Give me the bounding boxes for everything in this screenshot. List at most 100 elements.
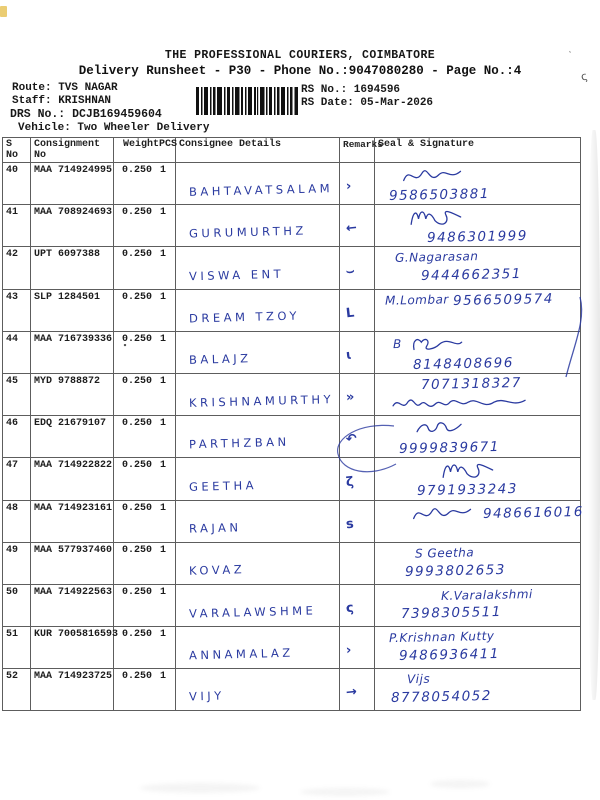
signature-phone: 7398305511 — [400, 603, 503, 622]
rs-no-field: RS No.: 1694596 — [301, 84, 401, 96]
signature-scribble — [410, 211, 462, 226]
row-sno: 46 — [6, 418, 19, 430]
signature-name: B — [392, 336, 402, 351]
row-weight: 0.250 — [122, 375, 153, 387]
row-consignee-handwritten: KOVAZ — [188, 562, 246, 578]
table-header-row: S No Consignment No Weight PCS Consignee … — [2, 137, 581, 163]
seal-line — [385, 393, 583, 415]
row-pcs: 1 — [159, 671, 166, 683]
row-remark-handwritten: › — [345, 643, 353, 659]
row-seal-signature: 9791933243 — [383, 459, 583, 499]
signature-scribble — [442, 464, 494, 479]
row-sno: 49 — [6, 544, 19, 556]
row-seal-signature: Vijs 8778054052 — [383, 670, 583, 706]
row-remark-handwritten: ↶ — [345, 431, 358, 448]
row-consignment: EDQ 21679107 — [34, 418, 107, 430]
seal-line: 8778054052 — [391, 688, 583, 706]
signature-phone: 9791933243 — [416, 481, 519, 500]
row-pcs: 1 — [159, 207, 166, 219]
runsheet-row: 46 EDQ 21679107 0.250 1 PARTHZBAN ↶ 99998… — [2, 415, 583, 459]
seal-line: 9486936411 — [399, 646, 583, 664]
corner-yellow-mark — [0, 6, 7, 17]
row-consignment: MAA 577937460 — [34, 544, 113, 556]
staff-field: Staff: KRISHNAN — [12, 95, 112, 107]
seal-line: 9586503881 — [389, 186, 583, 204]
row-consignment: MAA 716739336 — [34, 333, 113, 345]
row-weight: 0.250 — [122, 671, 153, 683]
signature-scribble — [403, 170, 462, 182]
row-remark-handwritten: ɩ — [345, 347, 353, 364]
row-consignment: MAA 714923725 — [34, 671, 113, 683]
row-consignment: MAA 714923161 — [34, 502, 113, 514]
rs-date-field: RS Date: 05-Mar-2026 — [301, 97, 434, 109]
route-field: Route: TVS NAGAR — [12, 82, 118, 94]
seal-line: 7071318327 — [421, 375, 583, 393]
runsheet-row: 45 MYD 9788872 0.250 1 KRISHNAMURTHY » 70… — [2, 372, 583, 417]
row-consignment: MAA 714922563 — [34, 586, 113, 598]
row-seal-signature: 9486301999 — [383, 206, 583, 246]
row-sno: 40 — [6, 165, 19, 176]
row-consignee-handwritten: RAJAN — [188, 520, 242, 536]
row-consignee-handwritten: ANNAMALAZ — [188, 645, 294, 663]
row-sno: 43 — [6, 291, 19, 303]
col-header-weight: Weight — [123, 139, 160, 150]
seal-line: G.Nagarasan — [395, 248, 583, 266]
seal-line: 9999839671 — [399, 439, 583, 457]
seal-line: S Geetha — [415, 544, 583, 562]
runsheet-row: 41 MAA 708924693 0.250 1 GURUMURTHZ ← 948… — [2, 204, 583, 248]
document-title: THE PROFESSIONAL COURIERS, COIMBATORE — [164, 49, 436, 62]
row-consignee-handwritten: GEETHA — [188, 477, 258, 494]
signature-phone: 8148408696 — [412, 354, 515, 373]
row-seal-signature: S Geetha 9993802653 — [383, 544, 583, 580]
signature-phone: 9586503881 — [388, 185, 491, 205]
row-weight: 0.250 — [122, 418, 153, 430]
col-header-sno: S No — [2, 137, 31, 163]
row-pcs: 1 — [159, 418, 166, 430]
seal-line — [435, 459, 583, 481]
row-sno: 47 — [6, 460, 19, 472]
row-consignee-handwritten: VIJY — [188, 688, 225, 704]
signature-name: G.Nagarasan — [394, 249, 479, 266]
row-sno: 52 — [6, 671, 19, 683]
drs-no-field: DRS No.: DCJB169459604 — [10, 108, 162, 121]
row-remark-handwritten: ς — [345, 600, 355, 617]
col-header-consignment: Consignment No — [30, 137, 114, 163]
seal-line — [397, 164, 583, 186]
row-consignment: SLP 1284501 — [34, 291, 101, 303]
runsheet-row: 50 MAA 714922563 0.250 1 VARALAWSHME ς K.… — [2, 583, 583, 628]
row-sno: 42 — [6, 249, 19, 261]
row-consignment: MYD 9788872 — [34, 375, 101, 387]
row-sno: 50 — [6, 586, 19, 598]
row-remark-handwritten: ← — [345, 220, 358, 237]
row-weight: 0.250 — [122, 629, 153, 641]
row-consignee-handwritten: DREAM TZOY — [188, 308, 301, 326]
signature-name: P.Krishnan Kutty — [388, 628, 495, 646]
row-remark-handwritten: » — [345, 389, 356, 406]
row-consignee-handwritten: VISWA ENT — [188, 266, 285, 283]
row-pcs: 1 — [159, 165, 166, 176]
seal-line: 7398305511 — [401, 604, 583, 622]
shipment-barcode — [196, 87, 298, 115]
row-seal-signature: 7071318327 — [383, 375, 583, 415]
seal-line: M.Lombar 9566509574 — [385, 291, 583, 309]
row-pcs: 1 — [159, 333, 166, 345]
row-seal-signature: P.Krishnan Kutty 9486936411 — [383, 628, 583, 664]
row-weight: 0.250 — [122, 502, 153, 514]
runsheet-row: 47 MAA 714922822 0.250 1 GEETHA ζ 9791933… — [2, 457, 583, 501]
row-remark-handwritten: L — [345, 305, 356, 322]
signature-phone: 9486616016 — [482, 503, 585, 522]
runsheet-row: 43 SLP 1284501 0.250 1 DREAM TZOY L M.Lom… — [2, 288, 583, 332]
row-seal-signature: 9486616016 — [383, 502, 585, 524]
col-header-remarks: Remarks — [339, 137, 383, 163]
row-consignee-handwritten: GURUMURTHZ — [188, 223, 307, 241]
seal-line: 8148408696 — [413, 355, 583, 373]
seal-line: 9486301999 — [427, 228, 583, 246]
row-consignment: KUR 7005816593 — [34, 629, 119, 641]
seal-line — [403, 206, 583, 228]
row-sno: 48 — [6, 502, 19, 514]
runsheet-row: 49 MAA 577937460 0.250 1 KOVAZ S Geetha 99… — [2, 541, 583, 585]
seal-line: 9791933243 — [417, 481, 583, 499]
vehicle-field: Vehicle: Two Wheeler Delivery — [18, 122, 210, 134]
signature-phone: 9486301999 — [426, 228, 529, 247]
